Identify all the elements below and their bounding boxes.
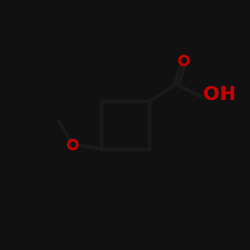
Text: OH: OH [202, 85, 235, 104]
Circle shape [180, 56, 188, 65]
Circle shape [68, 140, 77, 149]
